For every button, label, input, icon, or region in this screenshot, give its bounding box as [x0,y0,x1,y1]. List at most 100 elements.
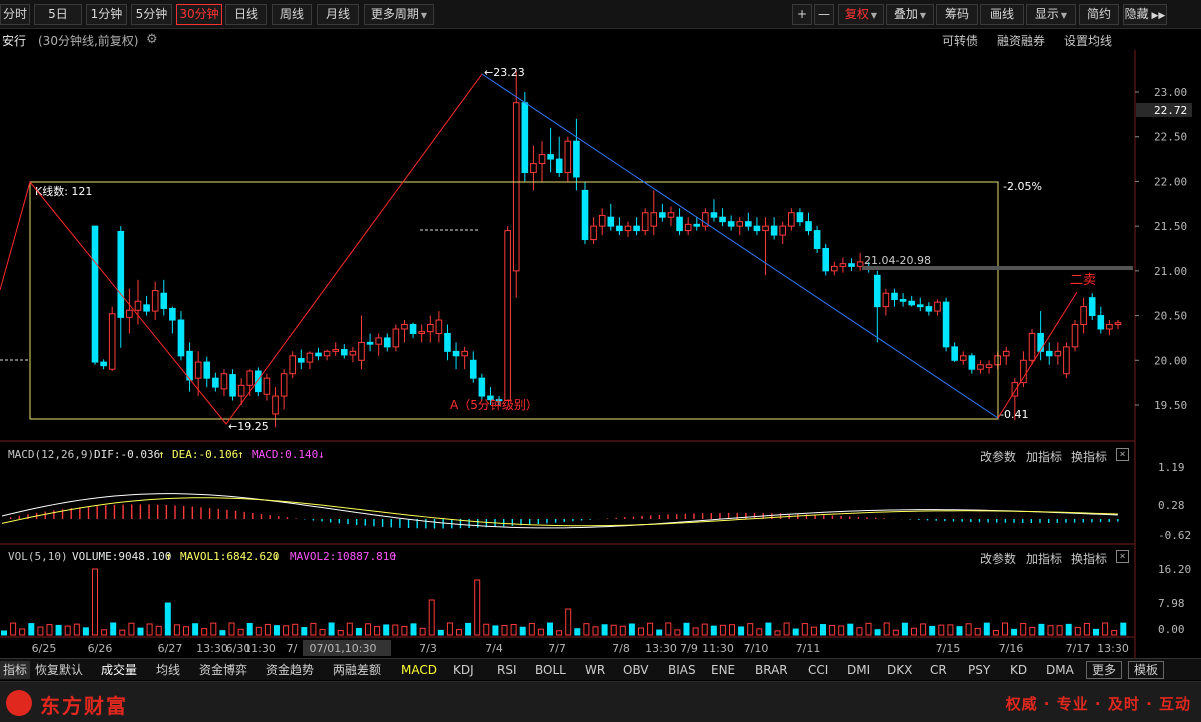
indicator-tab-21[interactable]: KD [1010,663,1028,677]
candle-body [1088,297,1096,317]
period-tab-intraday[interactable]: 分时 [0,4,30,25]
uptrend-line [0,73,483,425]
volume-bar [1002,622,1008,636]
candle-body [616,225,623,232]
indicator-tab-9[interactable]: RSI [497,663,517,677]
indicator-tab-6[interactable]: 两融差额 [333,663,382,677]
macd-switch-indicator[interactable]: 换指标 [1071,450,1108,464]
volume-bar [428,599,435,636]
volume-bar [492,625,499,636]
candle-body [770,225,778,236]
convertible-bond-link[interactable]: 可转债 [942,34,979,48]
indicator-tabs: 指标 恢复默认 成交量 均线 资金博弈 资金趋势 两融差额 MACD KDJ RSI BOLL WR O… [0,658,1201,680]
volume-bar [947,624,954,636]
period-tab-daily[interactable]: 日线 [225,4,267,25]
a-level-label: A（5分钟级别） [450,397,538,412]
period-tab-5day[interactable]: 5日 [34,4,82,25]
indicator-tab-14[interactable]: ENE [711,663,736,677]
indicator-tab-18[interactable]: DKX [887,663,913,677]
settings-gear-icon[interactable]: ⚙ [146,32,158,47]
period-tab-30min[interactable]: 30分钟 [176,4,222,25]
period-tab-more-periods[interactable]: 更多周期 ▼ [364,4,434,25]
indicator-tab-24[interactable]: 模板 [1128,661,1165,679]
candle-body [659,212,666,218]
high-label: ←23.23 [484,66,525,79]
volume-bar [929,625,936,636]
indicator-tab-1[interactable]: 恢复默认 [35,663,84,677]
volume-bar [474,579,481,636]
vol-edit-params[interactable]: 改参数 [980,552,1017,566]
brand-logo: 东方财富 [40,694,128,718]
volume-bar [1102,622,1109,636]
candle-body [684,223,692,232]
indicator-tab-16[interactable]: CCI [808,663,829,677]
macd-dea-arrow-icon: ↑ [237,448,244,461]
volume-bar [164,602,171,636]
indicator-tab-12[interactable]: OBV [623,663,649,677]
indicator-tab-5[interactable]: 资金趋势 [266,663,315,677]
indicator-tab-10[interactable]: BOLL [535,663,566,677]
volume-bar [19,628,26,636]
volume-bar [119,629,126,636]
macd-add-indicator[interactable]: 加指标 [1026,450,1063,464]
toolbar-zoom-out-button[interactable]: — [814,4,834,25]
indicator-tab-7[interactable]: MACD [401,663,437,677]
set-ma-link[interactable]: 设置均线 [1064,34,1113,48]
indicator-tab-22[interactable]: DMA [1046,663,1074,677]
candle-body [126,309,133,318]
toolbar-overlay-button[interactable]: 叠加 ▼ [886,4,934,25]
indicator-tab-11[interactable]: WR [585,663,606,677]
toolbar-chips-button[interactable]: 筹码 [936,4,978,25]
indicator-tab-20[interactable]: PSY [968,663,991,677]
volume-bar [583,623,590,636]
indicator-tab-4[interactable]: 资金博弈 [199,663,248,677]
candle-body [100,361,107,367]
indicator-tab-13[interactable]: BIAS [668,663,696,677]
toolbar-display-button[interactable]: 显示 ▼ [1026,4,1076,25]
candle-body [1028,332,1036,361]
candle-body [358,341,365,361]
macd-header: MACD(12,26,9) DIF:-0.036 ↑ DEA:-0.106 ↑ … [0,446,1135,464]
period-tab-1min[interactable]: 1分钟 [86,4,127,25]
indicator-tab-15[interactable]: BRAR [755,663,788,677]
candle-body [693,223,701,227]
candle-body [590,225,597,241]
candle-body [1080,306,1087,326]
margin-trading-link[interactable]: 融资融券 [997,34,1046,48]
toolbar-draw-button[interactable]: 画线 [980,4,1024,25]
candle-body [255,370,262,393]
vol-add-indicator[interactable]: 加指标 [1026,552,1063,566]
indicator-tab-2[interactable]: 成交量 [101,663,138,677]
macd-dea: DEA:-0.106 [172,448,239,461]
vol-close-icon[interactable]: × [1116,550,1129,563]
candle-body [530,163,537,173]
indicator-tab-19[interactable]: CR [930,663,947,677]
macd-edit-params[interactable]: 改参数 [980,450,1017,464]
toolbar-adjust-button[interactable]: 复权 ▼ [838,4,884,25]
volume-bar [983,622,990,636]
indicator-tab-0[interactable]: 指标 [0,661,31,679]
vol-volume-arrow-icon: ↑ [165,550,172,563]
toolbar-hide-button[interactable]: 隐藏 ▶▶ [1123,4,1167,25]
vol-switch-indicator[interactable]: 换指标 [1071,552,1108,566]
candle-body [444,332,451,352]
indicator-tab-17[interactable]: DMI [847,663,871,677]
period-tab-5min[interactable]: 5分钟 [131,4,172,25]
kline-chart[interactable]: K线数: 121 -2.05% 二卖 ←23.23 ←19.25 -0.41 A（5分钟级别… [0,0,1201,658]
period-tab-weekly[interactable]: 周线 [272,4,312,25]
period-tab-monthly[interactable]: 月线 [317,4,359,25]
volume-bar [137,627,144,636]
indicator-tab-3[interactable]: 均线 [156,663,181,677]
macd-close-icon[interactable]: × [1116,448,1129,461]
volume-bar [619,625,626,636]
volume-bar [774,630,781,636]
indicator-tab-8[interactable]: KDJ [453,663,474,677]
volume-bar [738,626,745,636]
toolbar-zoom-in-button[interactable]: + [792,4,812,25]
volume-bar [46,624,53,636]
volume-bar [992,630,999,636]
footer-bar: 东方财富 权威 · 专业 · 及时 · 互动 [0,681,1201,722]
candle-body [461,350,468,357]
toolbar-simple-button[interactable]: 简约 [1079,4,1119,25]
indicator-tab-23[interactable]: 更多 [1086,661,1123,679]
